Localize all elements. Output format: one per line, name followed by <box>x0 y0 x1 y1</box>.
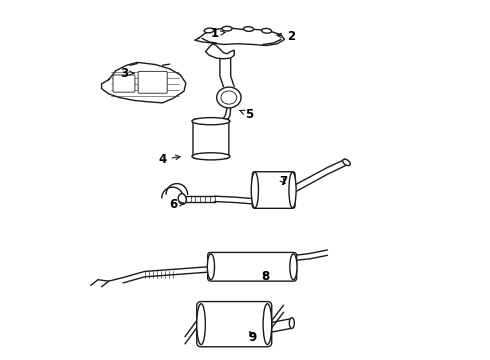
Ellipse shape <box>289 318 294 328</box>
Ellipse shape <box>289 172 296 208</box>
Ellipse shape <box>262 28 271 33</box>
Polygon shape <box>205 44 234 59</box>
FancyBboxPatch shape <box>138 71 167 93</box>
Ellipse shape <box>204 28 214 33</box>
Ellipse shape <box>221 91 237 104</box>
Text: 4: 4 <box>158 153 180 166</box>
Text: 1: 1 <box>211 27 225 40</box>
Text: 5: 5 <box>240 108 253 121</box>
Ellipse shape <box>217 87 241 108</box>
Ellipse shape <box>263 304 272 345</box>
Ellipse shape <box>222 26 232 31</box>
FancyBboxPatch shape <box>252 172 295 208</box>
Text: 6: 6 <box>169 198 184 211</box>
Ellipse shape <box>178 194 186 204</box>
Ellipse shape <box>290 254 297 280</box>
Ellipse shape <box>207 254 215 280</box>
FancyBboxPatch shape <box>113 75 135 92</box>
Ellipse shape <box>197 304 205 345</box>
FancyBboxPatch shape <box>208 252 296 281</box>
Polygon shape <box>195 28 285 45</box>
FancyBboxPatch shape <box>197 302 272 347</box>
Text: 8: 8 <box>262 270 270 283</box>
Text: 2: 2 <box>277 30 295 43</box>
Ellipse shape <box>192 153 230 160</box>
FancyBboxPatch shape <box>193 119 229 158</box>
Ellipse shape <box>192 118 230 125</box>
Ellipse shape <box>251 172 258 208</box>
Text: 9: 9 <box>249 330 257 343</box>
Text: 7: 7 <box>279 175 287 188</box>
Ellipse shape <box>343 159 350 166</box>
Polygon shape <box>101 62 186 103</box>
Text: 3: 3 <box>120 67 134 80</box>
Ellipse shape <box>244 27 254 31</box>
